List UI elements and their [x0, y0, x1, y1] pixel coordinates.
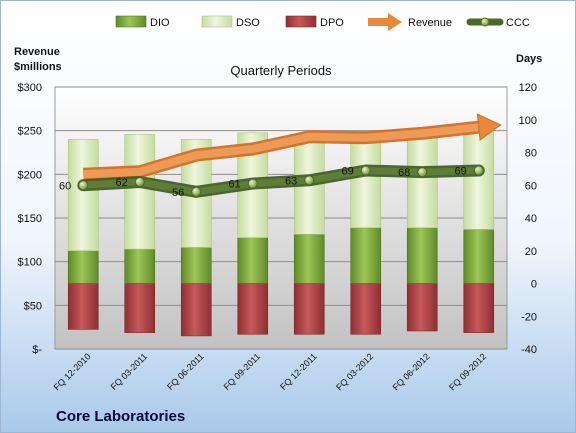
dpo-bar	[463, 283, 495, 333]
left-axis-tick-label: $100	[18, 257, 42, 269]
left-axis-tick-label: $300	[18, 82, 42, 94]
dio-bar	[124, 248, 156, 284]
right-axis-tick-label: 120	[519, 82, 537, 94]
left-axis-tick-label: $-	[32, 344, 42, 356]
dpo-bar	[293, 283, 325, 335]
ccc-data-label: 69	[342, 166, 354, 178]
dso-bar	[406, 130, 438, 229]
legend-swatch-dso	[201, 15, 233, 28]
company-name: Core Laboratories	[56, 408, 186, 425]
ccc-data-label: 60	[59, 180, 71, 192]
dpo-bar	[406, 283, 438, 332]
ccc-data-label: 69	[455, 166, 467, 178]
right-axis-tick-label: 100	[519, 115, 537, 127]
dio-bar	[237, 237, 269, 284]
dso-bar	[463, 124, 495, 230]
dio-bar	[67, 250, 99, 284]
dio-bar	[406, 227, 438, 284]
right-axis-tick-label: -20	[521, 311, 537, 323]
ccc-line-highlight	[79, 167, 483, 196]
left-axis-tick-label: $150	[18, 213, 42, 225]
legend-swatch-dio	[115, 15, 147, 28]
dio-bar	[180, 247, 212, 284]
legend-label: DPO	[320, 17, 344, 29]
dpo-bar	[180, 283, 212, 337]
revenue-arrowhead	[476, 113, 502, 142]
right-axis-tick-label: 80	[525, 148, 537, 160]
right-axis-tick-label: 0	[531, 279, 537, 291]
right-axis-tick-label: 60	[525, 180, 537, 192]
revenue-line-highlight	[83, 123, 480, 179]
ccc-data-label: 62	[116, 177, 128, 189]
dio-bar	[350, 227, 382, 284]
ccc-point	[247, 178, 258, 189]
ccc-point	[304, 175, 315, 186]
dso-bar	[67, 139, 99, 252]
right-axis-tick-label: 40	[525, 213, 537, 225]
chart-title: Quarterly Periods	[230, 63, 332, 78]
ccc-point	[134, 176, 145, 187]
ccc-data-label: 63	[285, 175, 297, 187]
legend: DIO DSO DPO Revenue CCC	[115, 13, 530, 31]
legend-label: CCC	[506, 17, 530, 29]
legend-label: Revenue	[408, 17, 452, 29]
ccc-point	[473, 165, 484, 176]
left-axis-tick-label: $50	[24, 300, 42, 312]
legend-ccc-dot	[480, 17, 490, 27]
legend-swatch-dpo	[285, 15, 317, 28]
left-axis-tick-label: $200	[18, 169, 42, 181]
dpo-bar	[124, 283, 156, 333]
dpo-bar	[237, 283, 269, 335]
dso-bar	[350, 130, 382, 229]
dio-bar	[463, 229, 495, 284]
right-axis-title: Days	[516, 53, 542, 65]
left-axis-tick-label: $250	[18, 126, 42, 138]
legend-label: DSO	[236, 17, 260, 29]
dio-bar	[293, 234, 325, 284]
legend-arrowhead	[388, 13, 402, 31]
dpo-bar	[350, 283, 382, 335]
ccc-data-label: 56	[172, 187, 184, 199]
legend-label: DIO	[150, 17, 170, 29]
right-axis-tick-label: 20	[525, 246, 537, 258]
ccc-point	[78, 180, 89, 191]
right-axis-tick-label: -40	[521, 344, 537, 356]
ccc-point	[417, 167, 428, 178]
ccc-data-label: 61	[229, 179, 241, 191]
left-axis-title: $millions	[14, 61, 62, 73]
ccc-data-label: 68	[398, 167, 410, 179]
dpo-bar	[67, 283, 99, 330]
dso-bar	[124, 134, 156, 250]
left-axis-title: Revenue	[14, 46, 60, 58]
ccc-point	[360, 165, 371, 176]
ccc-point	[191, 186, 202, 197]
